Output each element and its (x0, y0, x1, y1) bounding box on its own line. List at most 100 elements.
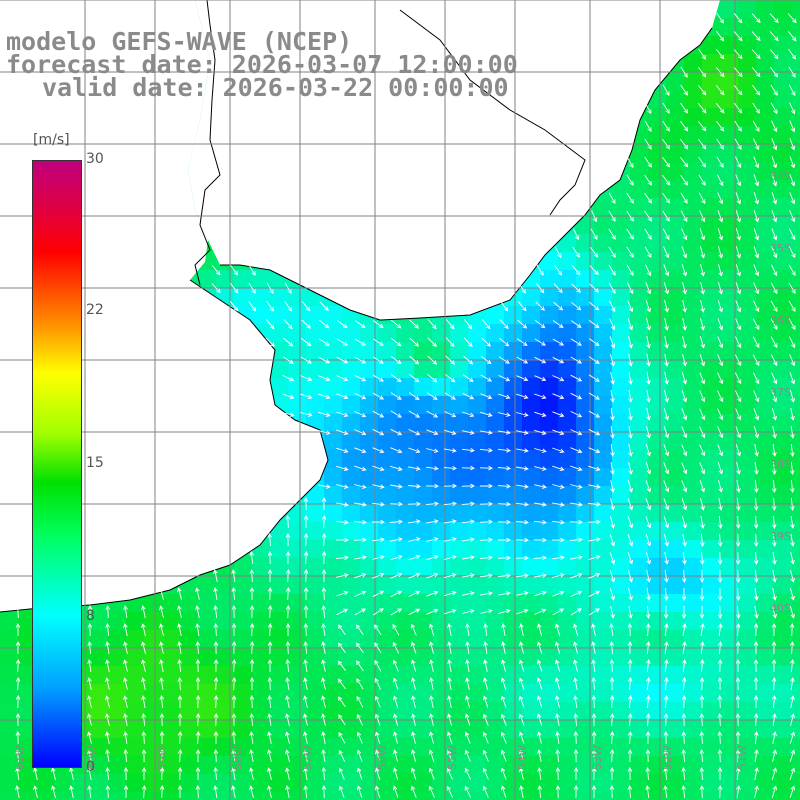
wind-cell (468, 432, 486, 450)
wind-arrow (444, 448, 457, 453)
wind-arrow (788, 84, 796, 97)
wind-arrow (555, 713, 560, 726)
wind-cell (378, 666, 396, 684)
wind-arrow (609, 318, 616, 331)
wind-arrow (699, 569, 705, 583)
wind-cell (396, 702, 414, 720)
wind-cell (288, 324, 306, 342)
wind-arrow (573, 623, 579, 636)
wind-cell (288, 504, 306, 522)
wind-cell (468, 324, 486, 342)
wind-arrow (736, 605, 741, 619)
wind-cell (378, 792, 396, 800)
wind-arrow (790, 426, 795, 439)
wind-cell (684, 270, 702, 288)
wind-arrow (481, 319, 491, 330)
wind-cell (540, 324, 558, 342)
wind-arrow (335, 537, 349, 543)
wind-arrow (537, 767, 542, 780)
wind-cell (774, 198, 792, 216)
wind-cell (738, 90, 756, 108)
wind-arrow (735, 695, 741, 709)
wind-cell (738, 360, 756, 378)
wind-arrow (717, 246, 723, 259)
wind-arrow (372, 608, 384, 616)
wind-cell (594, 594, 612, 612)
wind-cell (648, 522, 666, 540)
wind-cell (792, 108, 800, 126)
wind-arrow (337, 678, 346, 690)
wind-arrow (267, 623, 273, 637)
wind-arrow (300, 356, 313, 364)
wind-arrow (627, 749, 633, 763)
wind-arrow (789, 102, 796, 115)
wind-cell (522, 324, 540, 342)
wind-cell (666, 90, 684, 108)
wind-cell (756, 252, 774, 270)
wind-cell (666, 270, 684, 288)
wind-cell (288, 630, 306, 648)
wind-cell (396, 378, 414, 396)
wind-arrow (644, 156, 652, 168)
wind-arrow (664, 372, 669, 385)
wind-cell (468, 396, 486, 414)
wind-arrow (736, 462, 741, 475)
wind-arrow (789, 354, 796, 367)
wind-arrow (461, 483, 475, 489)
wind-arrow (716, 30, 725, 42)
wind-cell (126, 648, 144, 666)
wind-cell (792, 396, 800, 414)
wind-cell (522, 792, 540, 800)
wind-cell (738, 198, 756, 216)
wind-cell (486, 486, 504, 504)
wind-arrow (356, 749, 363, 762)
wind-arrow (573, 641, 579, 654)
wind-cell (774, 468, 792, 486)
wind-arrow (788, 282, 796, 295)
wind-arrow (141, 713, 146, 727)
wind-arrow (570, 555, 583, 560)
wind-cell (702, 414, 720, 432)
wind-arrow (554, 659, 561, 672)
wind-cell (594, 360, 612, 378)
wind-arrow (735, 533, 741, 547)
wind-arrow (462, 430, 475, 435)
wind-arrow (770, 318, 778, 331)
wind-cell (108, 738, 126, 756)
wind-cell (720, 252, 738, 270)
wind-arrow (591, 641, 596, 654)
wind-cell (720, 684, 738, 702)
wind-arrow (699, 426, 706, 439)
wind-cell (684, 540, 702, 558)
wind-cell (558, 684, 576, 702)
wind-cell (756, 0, 774, 18)
wind-arrow (609, 623, 614, 636)
wind-arrow (392, 641, 400, 654)
wind-cell (342, 792, 360, 800)
wind-arrow (644, 246, 652, 259)
wind-cell (108, 630, 126, 648)
wind-cell (54, 792, 72, 800)
wind-arrow (772, 713, 777, 726)
wind-cell (414, 450, 432, 468)
wind-cell (774, 72, 792, 90)
wind-cell (306, 540, 324, 558)
wind-cell (270, 594, 288, 612)
wind-arrow (700, 282, 705, 295)
wind-arrow (627, 498, 634, 511)
wind-cell (792, 468, 800, 486)
wind-cell (666, 720, 684, 738)
wind-arrow (321, 587, 327, 601)
wind-arrow (664, 552, 669, 565)
wind-cell (792, 792, 800, 800)
wind-cell (306, 378, 324, 396)
wind-arrow (662, 138, 671, 150)
wind-arrow (318, 411, 331, 417)
wind-arrow (447, 659, 452, 672)
wind-arrow (15, 731, 21, 745)
wind-arrow (645, 785, 650, 799)
wind-arrow (570, 590, 583, 598)
wind-cell (720, 360, 738, 378)
wind-arrow (771, 479, 777, 493)
wind-cell (468, 540, 486, 558)
